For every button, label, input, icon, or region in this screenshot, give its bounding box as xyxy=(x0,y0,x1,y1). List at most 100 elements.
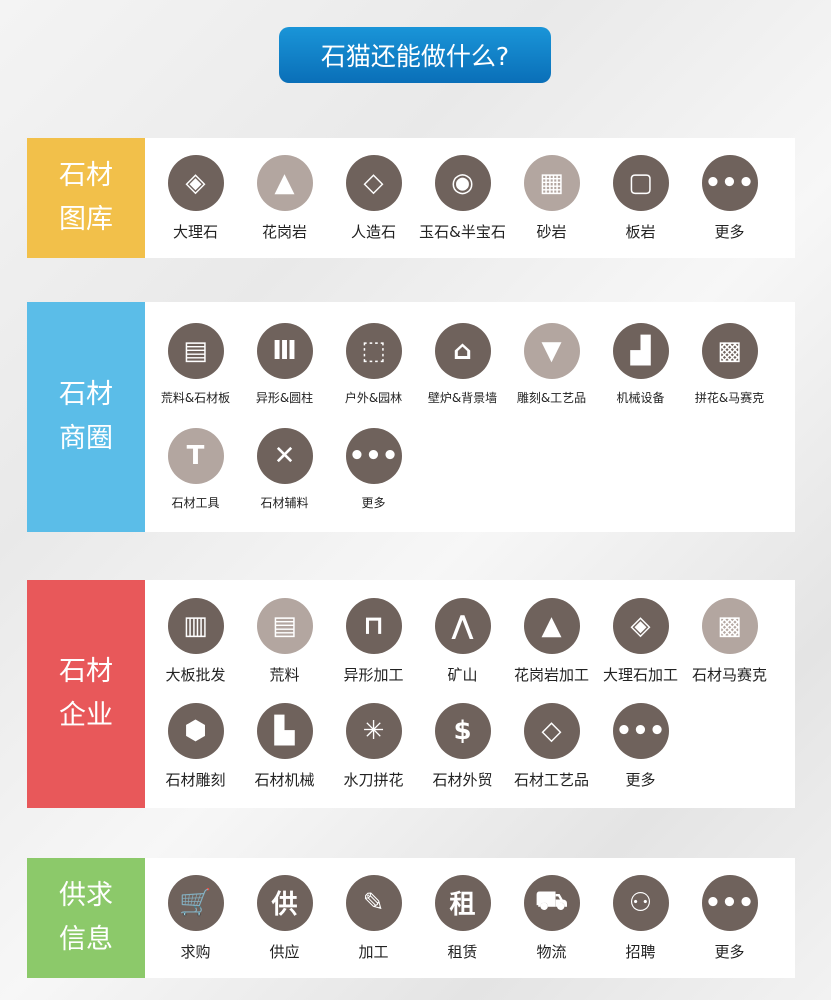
icon-glyph: ✕ xyxy=(273,441,296,471)
item-label: 求购 xyxy=(180,942,211,961)
category-item[interactable]: ✕ 石材辅料 xyxy=(240,417,329,522)
category-item[interactable]: 🛒 求购 xyxy=(151,866,240,971)
diamond-logo-icon: ◇ xyxy=(345,154,402,211)
category-item[interactable]: ▙ 石材机械 xyxy=(240,694,329,799)
section-tag-line: 信息 xyxy=(59,924,113,955)
more-icon: ••• xyxy=(345,428,402,484)
hammer-icon: T xyxy=(167,428,224,484)
mountain-icon: ⋀ xyxy=(434,598,491,654)
cross-arrows-icon: ✕ xyxy=(256,428,313,484)
cube-icon: ⬢ xyxy=(167,703,224,759)
category-item[interactable]: ▩ 石材马赛克 xyxy=(685,589,774,694)
category-item[interactable]: ⛟ 物流 xyxy=(507,866,596,971)
icon-glyph: ✳ xyxy=(362,716,385,746)
category-item[interactable]: ⚇ 招聘 xyxy=(596,866,685,971)
category-item[interactable]: ◉ 玉石&半宝石 xyxy=(418,146,507,251)
category-item[interactable]: Ⅲ 异形&圆柱 xyxy=(240,312,329,417)
icon-glyph: Ⅲ xyxy=(272,336,297,366)
icon-glyph: ◇ xyxy=(541,716,562,746)
item-grid: ◈ 大理石 ▲ 花岗岩 ◇ 人造石 ◉ 玉石&半宝石 ▦ 砂岩 ▢ 板岩 •••… xyxy=(145,138,795,258)
item-label: 供应 xyxy=(269,942,300,961)
layers-icon: ◈ xyxy=(612,598,669,654)
icon-glyph: ••• xyxy=(704,887,755,918)
category-item[interactable]: ◇ 石材工艺品 xyxy=(507,694,596,799)
item-label: 租赁 xyxy=(447,942,478,961)
cube-tree-icon: ⬚ xyxy=(345,323,402,379)
category-item[interactable]: ▼ 雕刻&工艺品 xyxy=(507,312,596,417)
icon-glyph: ••• xyxy=(348,441,399,471)
category-item[interactable]: ⬚ 户外&园林 xyxy=(329,312,418,417)
category-item[interactable]: 供 供应 xyxy=(240,866,329,971)
category-item[interactable]: ••• 更多 xyxy=(685,866,774,971)
category-item[interactable]: T 石材工具 xyxy=(151,417,240,522)
category-item[interactable]: ▩ 拼花&马赛克 xyxy=(685,312,774,417)
category-item[interactable]: ▦ 砂岩 xyxy=(507,146,596,251)
icon-glyph: ⛟ xyxy=(535,885,568,916)
category-item[interactable]: ▤ 荒料 xyxy=(240,589,329,694)
item-label: 壁炉&背景墙 xyxy=(427,391,498,405)
icon-glyph: ◇ xyxy=(363,167,384,198)
item-label: 石材外贸 xyxy=(432,771,493,789)
section-tag: 石材 商圈 xyxy=(27,302,145,532)
category-section: 供求 信息 🛒 求购 供 供应 ✎ 加工 租 租赁 ⛟ 物流 ⚇ 招聘 ••• 更… xyxy=(27,858,795,978)
forklift-icon: ▟ xyxy=(612,323,669,379)
category-item[interactable]: ▟ 机械设备 xyxy=(596,312,685,417)
category-item[interactable]: ▲ 花岗岩加工 xyxy=(507,589,596,694)
icon-glyph: ⊓ xyxy=(363,611,384,641)
item-label: 人造石 xyxy=(350,222,396,241)
category-item[interactable]: ••• 更多 xyxy=(596,694,685,799)
layers-icon: ◈ xyxy=(167,154,224,211)
category-item[interactable]: ••• 更多 xyxy=(329,417,418,522)
category-item[interactable]: ▢ 板岩 xyxy=(596,146,685,251)
category-item[interactable]: ▥ 大板批发 xyxy=(151,589,240,694)
category-item[interactable]: $ 石材外贸 xyxy=(418,694,507,799)
item-label: 花岗岩加工 xyxy=(513,666,589,684)
category-item[interactable]: ✎ 加工 xyxy=(329,866,418,971)
item-label: 加工 xyxy=(358,942,389,961)
icon-glyph: ▩ xyxy=(717,611,742,641)
category-item[interactable]: ⬢ 石材雕刻 xyxy=(151,694,240,799)
section-tag: 石材 企业 xyxy=(27,580,145,808)
category-item[interactable]: ◈ 大理石加工 xyxy=(596,589,685,694)
icon-glyph: ⬚ xyxy=(361,336,386,366)
icon-glyph: 租 xyxy=(449,890,476,920)
item-label: 大理石 xyxy=(172,222,218,241)
category-item[interactable]: ✳ 水刀拼花 xyxy=(329,694,418,799)
icon-glyph: ▲ xyxy=(274,167,295,198)
icon-glyph: ◈ xyxy=(630,611,651,641)
category-item[interactable]: ⌂ 壁炉&背景墙 xyxy=(418,312,507,417)
icon-glyph: 供 xyxy=(271,890,298,920)
category-section: 石材 商圈 ▤ 荒料&石材板 Ⅲ 异形&圆柱 ⬚ 户外&园林 ⌂ 壁炉&背景墙 ▼… xyxy=(27,302,795,532)
cart-icon: 🛒 xyxy=(167,874,224,931)
icon-glyph: ▤ xyxy=(272,611,297,641)
item-label: 更多 xyxy=(714,222,745,241)
clipboard-icon: 租 xyxy=(434,874,491,931)
category-item[interactable]: ⋀ 矿山 xyxy=(418,589,507,694)
icon-glyph: ▲ xyxy=(541,611,562,641)
icon-glyph: $ xyxy=(453,716,472,746)
item-label: 砂岩 xyxy=(536,222,567,241)
section-tag-line: 商圈 xyxy=(59,423,113,454)
category-item[interactable]: 租 租赁 xyxy=(418,866,507,971)
category-item[interactable]: ◈ 大理石 xyxy=(151,146,240,251)
icon-glyph: T xyxy=(186,441,205,471)
item-grid: 🛒 求购 供 供应 ✎ 加工 租 租赁 ⛟ 物流 ⚇ 招聘 ••• 更多 xyxy=(145,858,795,978)
category-item[interactable]: ▲ 花岗岩 xyxy=(240,146,329,251)
item-label: 异形加工 xyxy=(343,666,404,684)
section-tag: 石材 图库 xyxy=(27,138,145,258)
category-item[interactable]: ••• 更多 xyxy=(685,146,774,251)
icon-glyph: ✎ xyxy=(362,887,385,918)
item-label: 大板批发 xyxy=(165,666,226,684)
building-icon: ⌂ xyxy=(434,323,491,379)
item-label: 更多 xyxy=(361,496,386,510)
category-item[interactable]: ▤ 荒料&石材板 xyxy=(151,312,240,417)
item-label: 拼花&马赛克 xyxy=(694,391,765,405)
icon-glyph: 🛒 xyxy=(179,887,212,918)
item-label: 荒料&石材板 xyxy=(160,391,231,405)
category-item[interactable]: ⊓ 异形加工 xyxy=(329,589,418,694)
category-item[interactable]: ◇ 人造石 xyxy=(329,146,418,251)
item-label: 石材机械 xyxy=(254,771,315,789)
item-label: 荒料 xyxy=(269,666,300,684)
item-label: 户外&园林 xyxy=(344,391,403,405)
section-tag-line: 石材 xyxy=(59,160,113,191)
